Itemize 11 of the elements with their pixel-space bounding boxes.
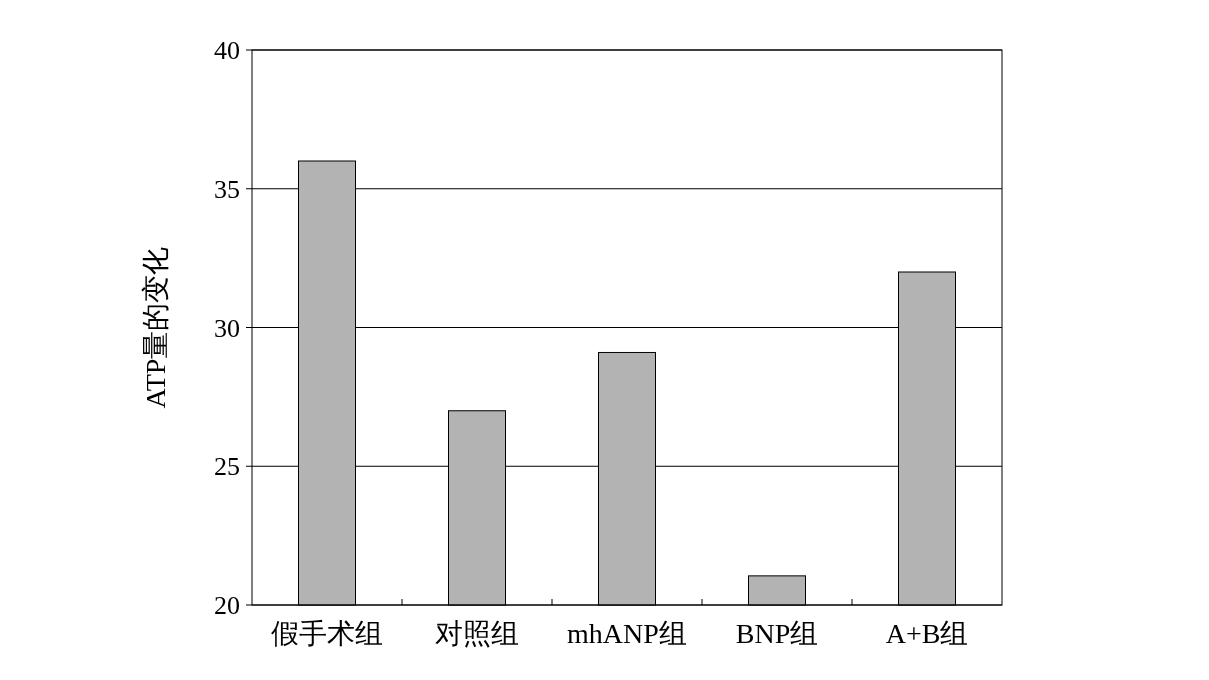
y-tick-label: 40 bbox=[214, 36, 240, 66]
x-tick-label: mhANP组 bbox=[567, 618, 687, 649]
y-axis-title: ATP量的变化 bbox=[140, 246, 171, 409]
x-tick-label: 假手术组 bbox=[271, 618, 383, 649]
y-tick-label: 30 bbox=[214, 313, 240, 343]
y-tick-label: 35 bbox=[214, 174, 240, 204]
x-tick-label: 对照组 bbox=[435, 618, 519, 649]
y-tick-label: 25 bbox=[214, 452, 240, 482]
y-tick-label: 20 bbox=[214, 591, 240, 621]
x-tick-label: BNP组 bbox=[735, 618, 819, 649]
x-tick-label: A+B组 bbox=[885, 618, 969, 649]
